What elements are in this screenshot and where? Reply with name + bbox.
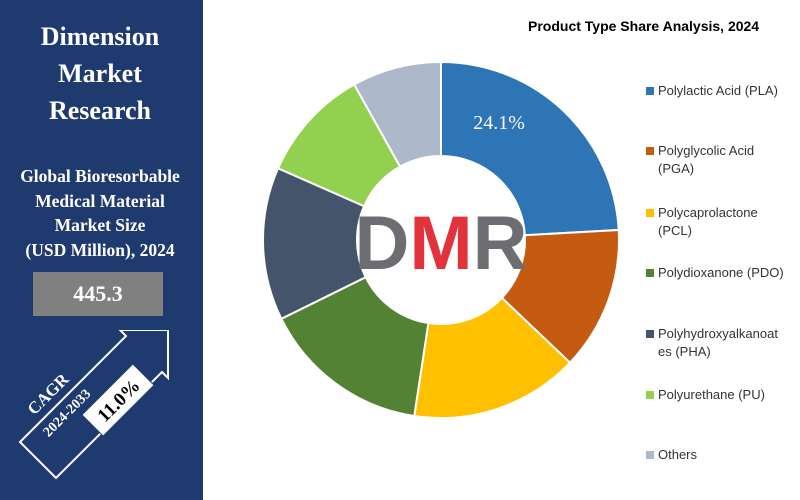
market-title-line: (USD Million), 2024 [25,239,175,260]
brand-name: Dimension Market Research [0,18,200,129]
left-panel: Dimension Market Research Global Bioreso… [0,0,200,500]
legend-swatch [646,269,654,277]
chart-legend: Polylactic Acid (PLA) Polyglycolic Acid … [646,0,796,500]
slice-data-label: 24.1% [473,112,525,134]
market-title-line: Medical Material [35,190,165,211]
legend-label: Polylactic Acid (PLA) [658,83,778,98]
legend-label: Polyurethane (PU) [658,387,765,402]
brand-line-3: Research [48,96,152,125]
donut-hole [357,156,525,324]
legend-swatch [646,209,654,217]
cagr-arrow-graphic: CAGR 2024-2033 11.0% [18,330,169,480]
legend-swatch [646,451,654,459]
legend-swatch [646,330,654,338]
panel-divider [200,0,203,500]
legend-swatch [646,391,654,399]
donut-chart: DMR 24.1% [262,60,620,419]
dmr-logo: DMR [354,201,527,286]
market-size-title: Global Bioresorbable Medical Material Ma… [0,164,200,262]
legend-swatch [646,87,654,95]
market-title-line: Global Bioresorbable [20,166,180,186]
legend-label: Others [658,447,698,462]
legend-label: Polydioxanone (PDO) [658,265,784,280]
donut-slice [440,60,620,237]
market-size-value: 445.3 [33,272,163,316]
chart-title: Product Type Share Analysis, 2024 [528,18,760,34]
legend-label: Polycaprolactone (PCL) [658,205,758,238]
legend-label: Polyglycolic Acid (PGA) [658,143,755,176]
market-title-line: Market Size [54,215,146,235]
legend-label: Polyhydroxyalkanoat es (PHA) [658,326,778,359]
legend-swatch [646,147,654,155]
brand-line-1: Dimension [40,22,160,51]
brand-line-2: Market [58,59,142,88]
